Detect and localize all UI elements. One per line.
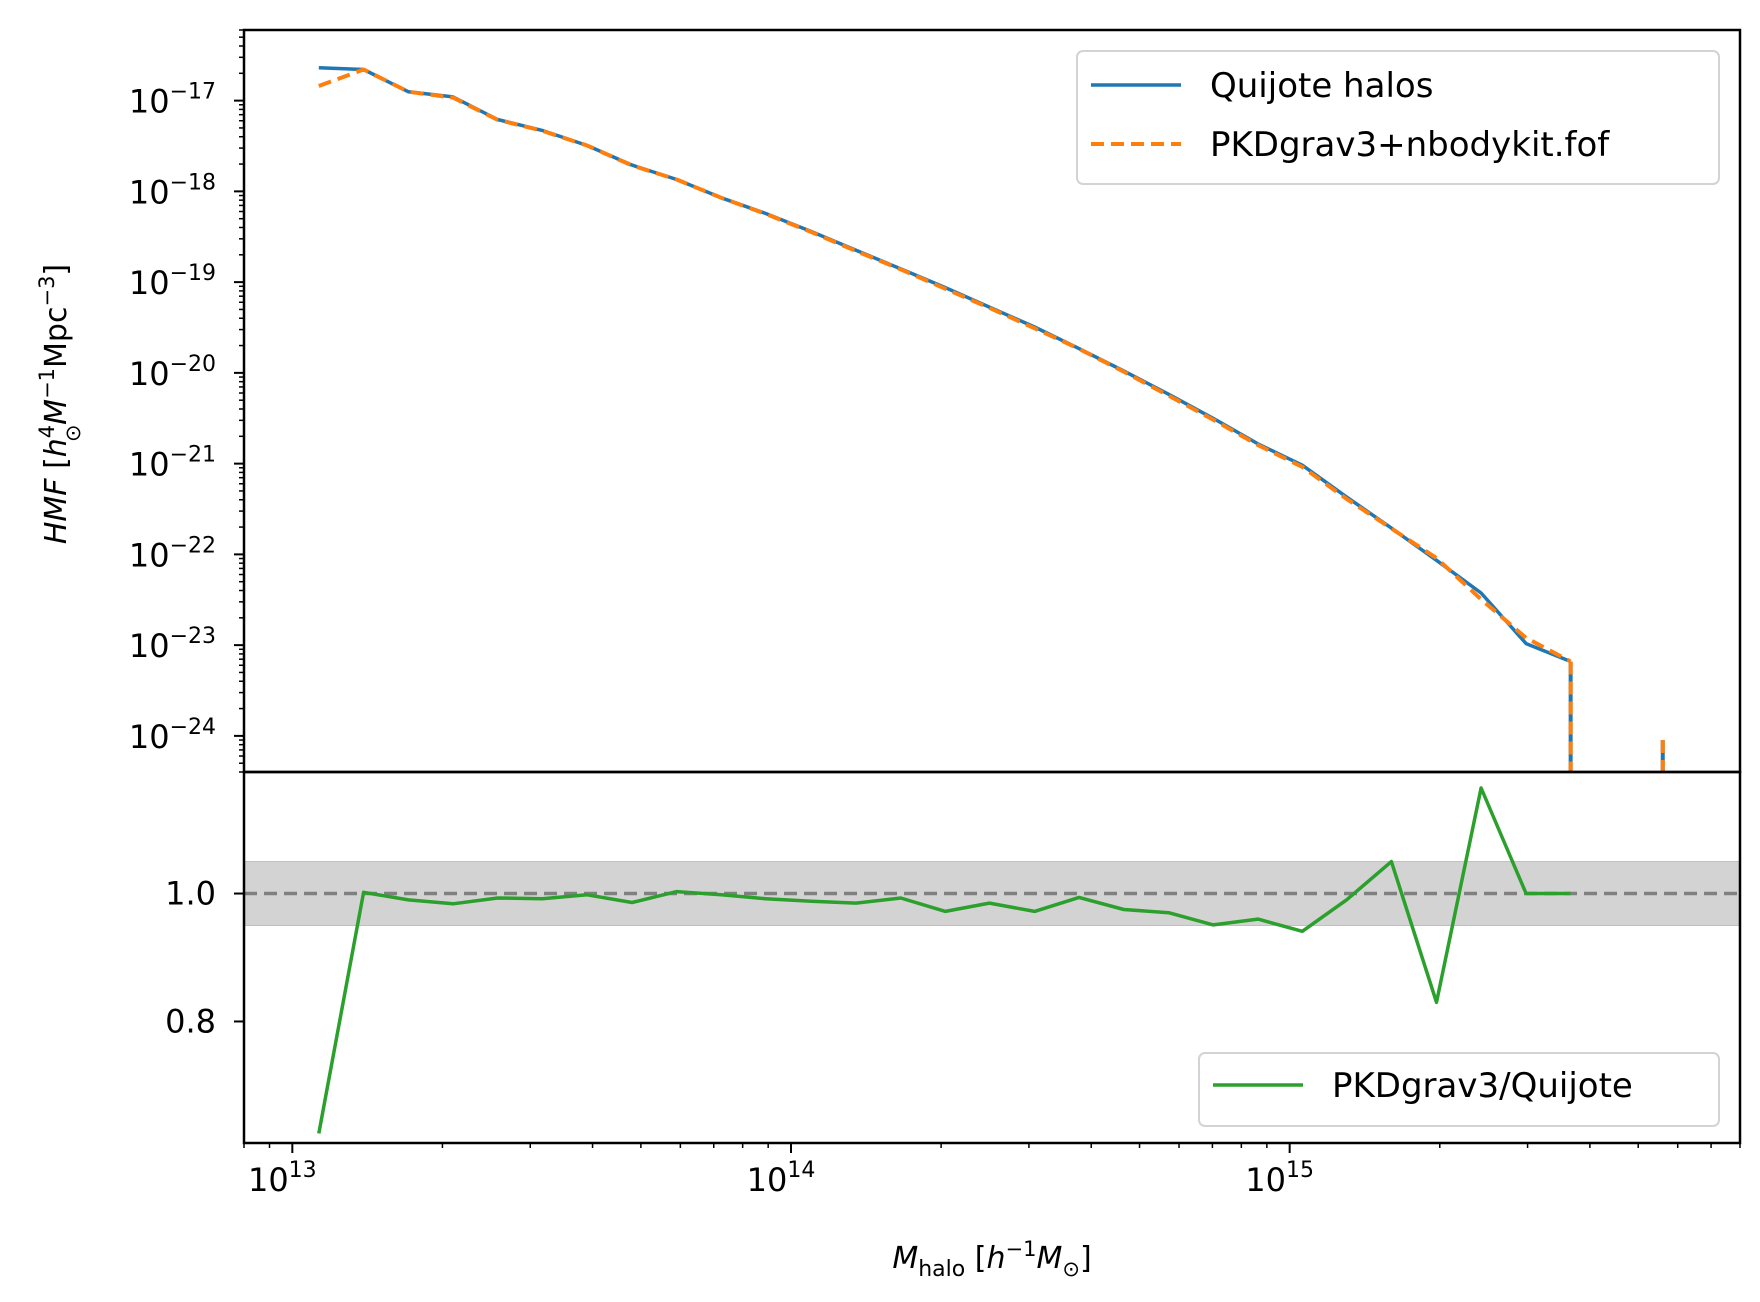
- xlabel-sub: halo: [918, 1257, 965, 1282]
- y-tick-label: 10−21: [129, 443, 216, 484]
- bottom-x-ticks: 1013 1014 1015: [243, 1143, 1741, 1199]
- ylabel-hmf: HMF: [39, 478, 74, 544]
- bottom-y-ticks: 0.8 1.0: [165, 875, 244, 1040]
- y-tick-label: 1.0: [165, 875, 216, 913]
- x-tick-label: 1014: [747, 1158, 816, 1199]
- x-axis-label: Mhalo [h−1M⊙]: [892, 1237, 1091, 1282]
- top-series-layer: [318, 66, 1665, 772]
- xlabel-h-exp: −1: [1005, 1237, 1036, 1261]
- y-tick-label: 10−20: [129, 352, 216, 393]
- legend-box: [1076, 50, 1720, 185]
- legend-label-pkdgrav: PKDgrav3+nbodykit.fof: [1210, 125, 1610, 165]
- xlabel-m2: M: [1036, 1241, 1062, 1276]
- y-tick-label: 10−24: [129, 715, 216, 756]
- bottom-axes-frame: [242, 770, 1742, 1145]
- ylabel-open: [: [39, 457, 74, 478]
- x-tick-label: 1013: [248, 1158, 317, 1199]
- bottom-band-layer: [243, 861, 1741, 927]
- top-y-axis-label: HMF [h4M−1Mpc−3] ⊙: [35, 264, 85, 544]
- svg-text:HMF [h4M−1Mpc−3]: HMF [h4M−1Mpc−3]: [35, 264, 74, 544]
- ylabel-m-exp: −1: [35, 368, 59, 399]
- top-y-ticks: 10−17 10−18 10−19 10−20 10−21 10−22 10−23 10−24: [129, 29, 244, 773]
- legend-box-ratio: [1198, 1052, 1720, 1127]
- xlabel-open: [: [965, 1241, 986, 1276]
- ylabel-mpc: Mpc: [39, 307, 74, 368]
- ylabel-h-exp: 4: [35, 425, 59, 438]
- xlabel-close: ]: [1080, 1241, 1092, 1276]
- top-panel: 10−17 10−18 10−19 10−20 10−21 10−22 10−23 10−24…: [35, 28, 1742, 774]
- ylabel-m: M: [39, 399, 74, 425]
- ylabel-close: ]: [39, 264, 74, 276]
- series-line-pkdgrav: [318, 67, 1572, 664]
- xlabel-sun: ⊙: [1062, 1257, 1080, 1281]
- svg-text:Mhalo [h−1M⊙]: Mhalo [h−1M⊙]: [892, 1237, 1091, 1282]
- bottom-panel: 0.8 1.0 1013 1014 1015 PKDgrav3/Quijote Mha…: [165, 770, 1742, 1282]
- series-line-ratio: [317, 786, 1571, 1134]
- x-tick-label: 1015: [1245, 1158, 1314, 1199]
- bottom-series-layer: [317, 786, 1571, 1134]
- y-tick-label: 10−22: [129, 533, 216, 574]
- ylabel-h: h: [39, 438, 74, 457]
- legend-label-ratio: PKDgrav3/Quijote: [1332, 1066, 1633, 1106]
- xlabel-h: h: [986, 1241, 1005, 1276]
- xlabel-m: M: [892, 1241, 918, 1276]
- bottom-legend: PKDgrav3/Quijote: [1198, 1052, 1720, 1127]
- y-tick-label: 10−19: [129, 261, 216, 302]
- ylabel-mpc-exp: −3: [35, 276, 59, 307]
- ylabel-sun: ⊙: [61, 424, 85, 442]
- y-tick-label: 0.8: [165, 1002, 216, 1040]
- y-tick-label: 10−18: [129, 170, 216, 211]
- legend-label-quijote: Quijote halos: [1210, 66, 1433, 106]
- top-legend: Quijote halos PKDgrav3+nbodykit.fof: [1076, 50, 1720, 185]
- y-tick-label: 10−23: [129, 624, 216, 665]
- y-tick-label: 10−17: [129, 80, 216, 121]
